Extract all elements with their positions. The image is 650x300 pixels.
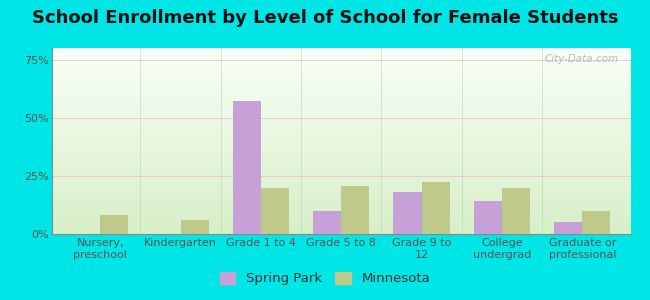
Bar xyxy=(474,202,502,234)
Bar xyxy=(422,182,450,234)
Text: School Enrollment by Level of School for Female Students: School Enrollment by Level of School for… xyxy=(32,9,618,27)
Bar xyxy=(502,188,530,234)
Bar xyxy=(582,211,610,234)
Bar xyxy=(393,192,422,234)
Bar xyxy=(233,101,261,234)
Legend: Spring Park, Minnesota: Spring Park, Minnesota xyxy=(214,266,436,290)
Text: City-Data.com: City-Data.com xyxy=(545,54,619,64)
Bar xyxy=(313,211,341,234)
Bar xyxy=(261,188,289,234)
Bar xyxy=(341,186,369,234)
Bar xyxy=(554,222,582,234)
Bar xyxy=(181,220,209,234)
Bar xyxy=(100,215,128,234)
